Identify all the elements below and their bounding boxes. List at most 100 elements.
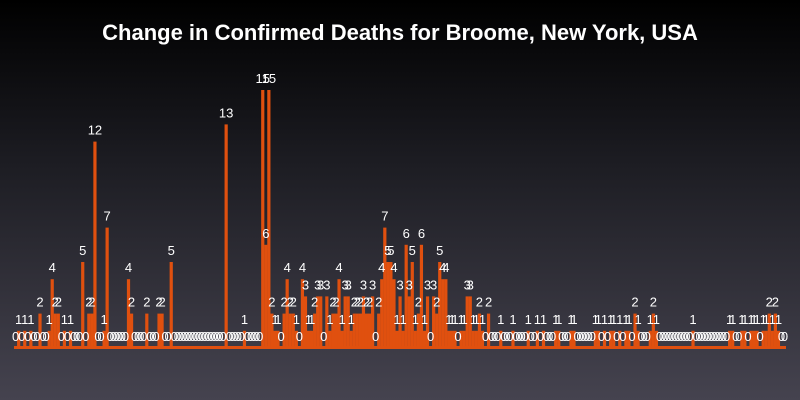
data-label: 3 — [360, 277, 367, 292]
data-label: 0 — [177, 329, 184, 344]
bar — [377, 313, 381, 348]
data-label: 0 — [619, 329, 626, 344]
data-label: 0 — [174, 329, 181, 344]
bar — [410, 262, 414, 348]
data-label: 2 — [268, 295, 275, 310]
data-label: 2 — [351, 295, 358, 310]
data-label: 0 — [171, 329, 178, 344]
data-label: 0 — [186, 329, 193, 344]
data-label: 0 — [152, 329, 159, 344]
bar — [361, 296, 366, 348]
data-label: 0 — [76, 329, 83, 344]
bar — [50, 279, 54, 348]
bar — [407, 296, 411, 348]
data-label: 0 — [39, 329, 46, 344]
data-label: 1 — [470, 312, 477, 327]
bar — [618, 330, 622, 348]
data-label: 2 — [357, 295, 364, 310]
data-label: 0 — [244, 329, 251, 344]
bar — [773, 313, 777, 348]
bar — [355, 313, 359, 348]
data-label: 0 — [717, 329, 724, 344]
bar — [541, 330, 546, 348]
data-label: 2 — [375, 295, 382, 310]
bar — [389, 262, 393, 348]
data-label: 0 — [131, 329, 138, 344]
data-label: 0 — [113, 329, 120, 344]
data-label: 0 — [116, 329, 123, 344]
bar — [17, 330, 21, 348]
data-label: 4 — [390, 260, 397, 275]
data-label: 0 — [711, 329, 718, 344]
bar — [602, 330, 607, 348]
bar — [242, 330, 247, 348]
data-label: 0 — [189, 329, 196, 344]
bar — [29, 330, 33, 348]
data-label: 0 — [97, 329, 104, 344]
bar — [465, 296, 469, 348]
bar — [346, 296, 350, 348]
data-label: 1 — [326, 312, 333, 327]
data-label: 0 — [213, 329, 220, 344]
bar — [334, 313, 338, 348]
data-label: 1 — [634, 312, 641, 327]
bar — [651, 313, 655, 348]
data-label: 0 — [207, 329, 214, 344]
bar — [68, 330, 73, 348]
bar — [776, 330, 781, 348]
data-label: 1 — [274, 312, 281, 327]
data-label: 0 — [580, 329, 587, 344]
bar — [422, 330, 427, 348]
bar — [126, 279, 131, 348]
data-label: 1 — [67, 312, 74, 327]
data-label: 0 — [561, 329, 568, 344]
bar — [325, 296, 329, 348]
data-label: 0 — [515, 329, 522, 344]
data-label: 0 — [73, 329, 80, 344]
data-label: 0 — [757, 329, 764, 344]
data-label: 0 — [192, 329, 199, 344]
bar — [282, 313, 286, 348]
bar — [270, 313, 274, 348]
bar — [380, 279, 384, 348]
bar — [535, 330, 539, 348]
data-label: 2 — [476, 295, 483, 310]
data-label: 1 — [412, 312, 419, 327]
bars-group — [14, 90, 786, 349]
bar — [395, 330, 399, 348]
data-label: 7 — [104, 209, 111, 224]
bar — [569, 330, 573, 348]
data-label: 3 — [430, 277, 437, 292]
bar — [624, 330, 628, 348]
data-label: 1 — [534, 312, 541, 327]
data-label: 1 — [27, 312, 34, 327]
data-label: 0 — [668, 329, 675, 344]
data-label: 0 — [482, 329, 489, 344]
bar — [105, 227, 109, 348]
data-label: 0 — [372, 329, 379, 344]
data-label: 0 — [586, 329, 593, 344]
data-label: 1 — [308, 312, 315, 327]
data-label: 2 — [287, 295, 294, 310]
data-label: 1 — [622, 312, 629, 327]
data-label: 0 — [671, 329, 678, 344]
data-label: 2 — [281, 295, 288, 310]
bar — [319, 296, 323, 348]
data-label: 3 — [314, 277, 321, 292]
bar — [285, 279, 289, 348]
data-label: 0 — [583, 329, 590, 344]
bar — [612, 330, 616, 348]
data-label: 0 — [494, 329, 501, 344]
bar — [331, 313, 335, 348]
data-label: 1 — [750, 312, 757, 327]
data-label: 0 — [180, 329, 187, 344]
bar — [441, 279, 445, 348]
data-label: 0 — [665, 329, 672, 344]
data-label: 7 — [381, 209, 388, 224]
data-label: 1 — [479, 312, 486, 327]
data-label: 0 — [201, 329, 208, 344]
bar — [371, 296, 375, 348]
data-label: 0 — [732, 329, 739, 344]
data-label: 0 — [277, 329, 284, 344]
